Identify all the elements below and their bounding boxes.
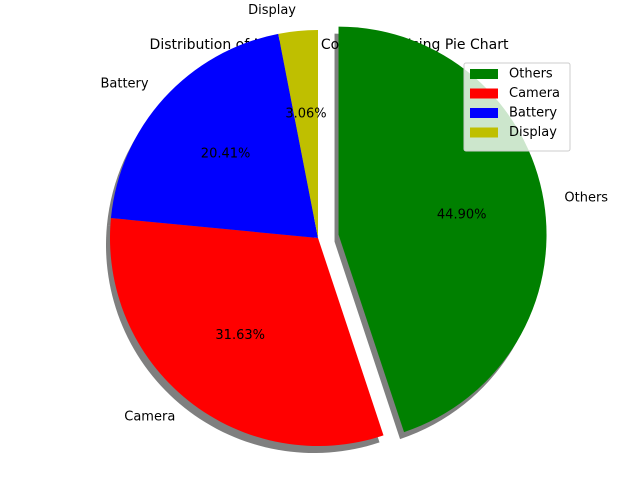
legend-swatch-battery bbox=[470, 108, 498, 118]
pie-slice-display bbox=[278, 30, 318, 238]
legend-label-battery: Battery bbox=[509, 106, 557, 121]
percent-label-battery: 20.41% bbox=[201, 147, 251, 162]
percent-label-camera: 31.63% bbox=[215, 328, 265, 343]
pie-slice-battery bbox=[110, 33, 319, 238]
slice-label-others: Others bbox=[564, 191, 608, 206]
percent-label-others: 44.90% bbox=[437, 207, 487, 222]
pie-slice-camera bbox=[110, 218, 384, 446]
percent-label-display: 3.06% bbox=[285, 106, 326, 121]
slice-labels: Others Camera Battery Display bbox=[100, 3, 608, 425]
legend-label-camera: Camera bbox=[509, 86, 560, 101]
slice-label-camera: Camera bbox=[124, 409, 175, 424]
legend-entries: Others Camera Battery Display bbox=[470, 67, 560, 140]
slice-label-battery: Battery bbox=[100, 77, 148, 92]
legend-label-others: Others bbox=[509, 67, 553, 82]
slice-label-display: Display bbox=[248, 3, 296, 18]
percent-labels: 44.90% 31.63% 20.41% 3.06% bbox=[201, 106, 487, 343]
legend-swatch-display bbox=[470, 127, 498, 138]
legend-swatch-others bbox=[470, 69, 498, 79]
chart-title: Distribution of Negative Comments Using … bbox=[150, 37, 509, 53]
legend-label-display: Display bbox=[509, 125, 557, 140]
legend-swatch-camera bbox=[470, 88, 498, 99]
legend: Others Camera Battery Display bbox=[463, 62, 571, 152]
